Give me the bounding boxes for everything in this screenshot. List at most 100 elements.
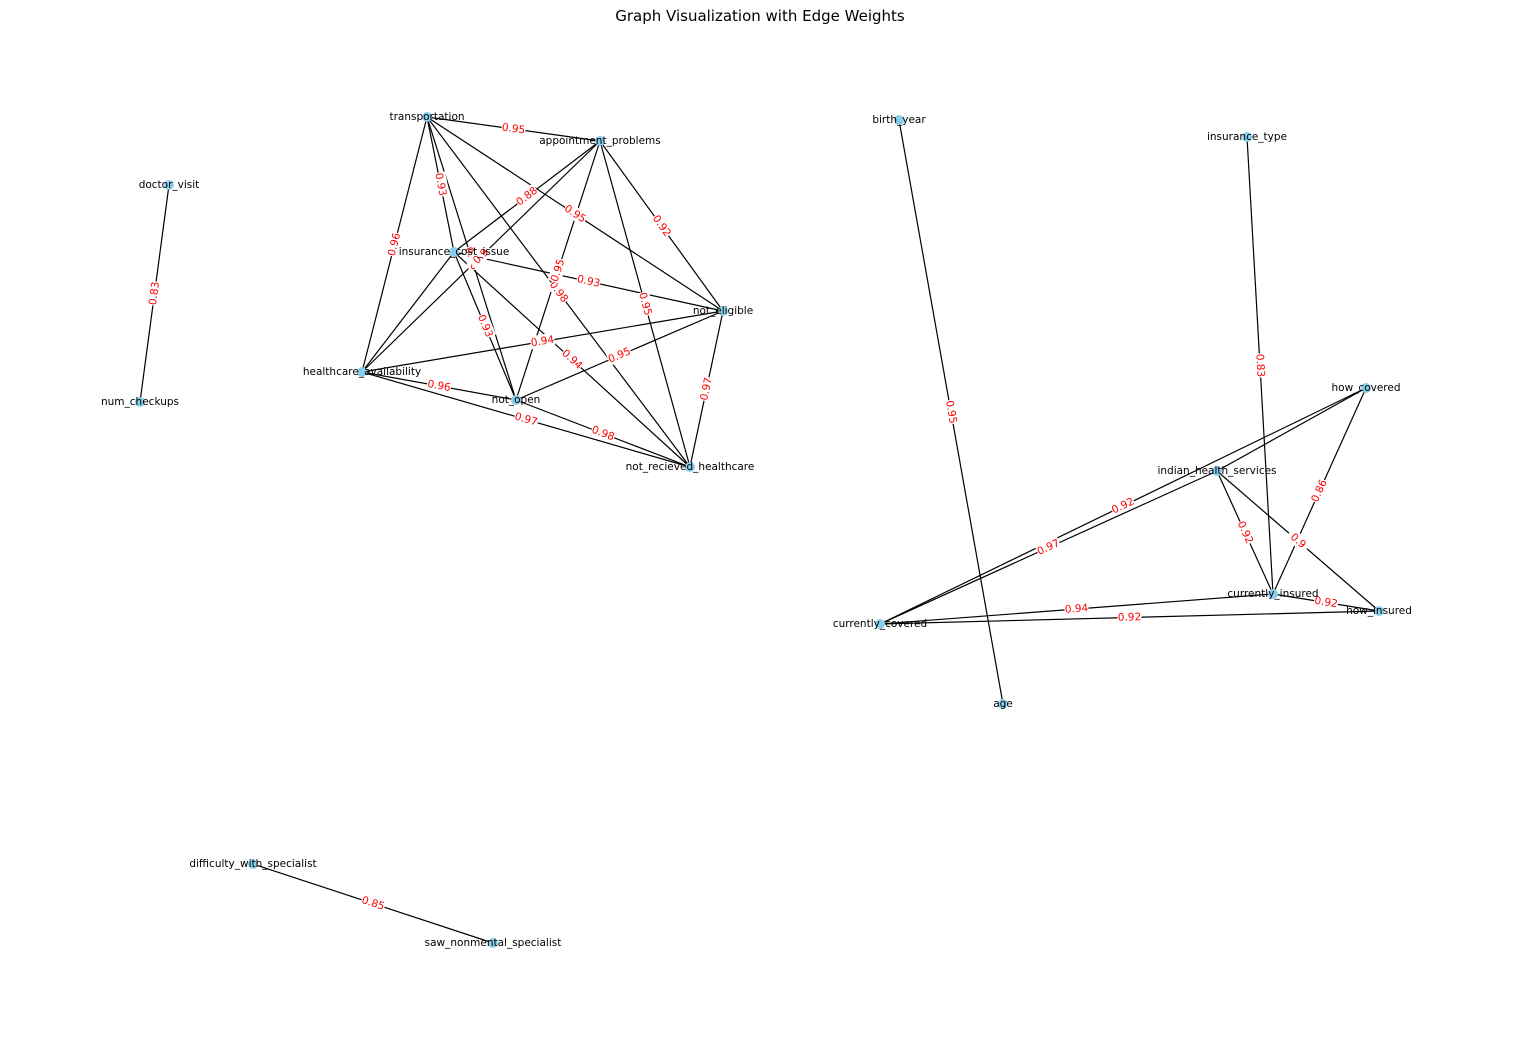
node-label-currently_insured: currently_insured <box>1227 588 1318 600</box>
edge-weight-background <box>145 280 163 307</box>
node-how_insured <box>1374 606 1384 616</box>
node-labels-layer: doctor_visit num_checkups transportation ap… <box>101 111 1412 949</box>
edge-insurance_cost_issue-healthcare_availability <box>361 251 455 373</box>
node-not_eligible <box>718 306 728 316</box>
edge-weight-appointment_problems-not_recieved_healthcare: 0.95 <box>636 290 655 318</box>
node-label-num_checkups: num_checkups <box>101 396 179 408</box>
edge-weight-background <box>1253 353 1268 378</box>
edge-weight-background <box>546 278 572 306</box>
edge-weight-background <box>605 344 633 366</box>
edge-weight-label: 0.94 <box>530 334 555 350</box>
edge-weight-background <box>547 256 568 284</box>
edge-weight-label: 0.92 <box>1118 611 1142 624</box>
edge-weight-background <box>1234 518 1257 546</box>
edge-weight-label: 0.95 <box>606 345 632 365</box>
edge-weight-currently_covered-how_insured: 0.92 <box>1117 610 1142 624</box>
node-label-age: age <box>993 698 1013 710</box>
edge-weight-not_eligible-not_open: 0.95 <box>605 344 633 366</box>
node-transportation <box>422 112 432 122</box>
edge-weight-label: 0.93 <box>475 313 495 339</box>
edge-weight-label: 0.92 <box>1235 519 1256 545</box>
edge-weight-label: 0.95 <box>501 121 526 136</box>
edge-weight-label: 0.86 <box>1309 478 1330 505</box>
edge-weight-background <box>942 398 960 425</box>
edge-weight-label: 0.95 <box>562 203 588 226</box>
edge-weight-label: 0.93 <box>576 273 601 290</box>
edge-weight-label: 0.95 <box>549 258 568 284</box>
node-indian_health_services <box>1212 466 1222 476</box>
node-label-how_insured: how_insured <box>1346 605 1412 617</box>
node-label-not_open: not_open <box>492 394 541 406</box>
node-label-insurance_cost_issue: insurance_cost_issue <box>399 246 510 258</box>
edge-weight-label: 0.95 <box>943 399 959 424</box>
node-not_open <box>511 395 521 405</box>
edge-weight-transportation-insurance_cost_issue: 0.93 <box>432 171 450 198</box>
node-label-difficulty_with_specialist: difficulty_with_specialist <box>189 858 316 870</box>
edge-weight-label: 0.92 <box>650 213 673 239</box>
edge-weight-label: 0.83 <box>147 281 162 306</box>
edge-weight-label: 0.92 <box>1314 595 1339 611</box>
edge-weight-label: 0.97 <box>698 376 715 401</box>
edge-weight-background <box>559 346 586 373</box>
edge-weight-label: 0.85 <box>360 894 386 913</box>
edge-weight-appointment_problems-not_open: 0.95 <box>547 256 568 284</box>
node-num_checkups <box>135 397 145 407</box>
edge-weight-background <box>1284 527 1312 554</box>
edge-weight-background <box>1109 494 1137 517</box>
edge-weight-transportation-healthcare_availability: 0.96 <box>384 231 404 258</box>
edge-weight-appointment_problems-insurance_cost_issue: 0.88 <box>513 183 541 209</box>
edge-weight-background <box>359 893 387 913</box>
node-not_recieved_healthcare <box>685 462 695 472</box>
edge-weight-background <box>467 243 494 270</box>
node-label-insurance_type: insurance_type <box>1207 131 1287 143</box>
edge-weight-label: 0.98 <box>590 424 616 444</box>
edge-weight-label: 0.93 <box>432 172 448 197</box>
edge-weight-insurance_cost_issue-not_eligible: 0.93 <box>575 272 602 290</box>
node-insurance_type <box>1242 132 1252 142</box>
node-currently_covered <box>875 619 885 629</box>
node-difficulty_with_specialist <box>248 859 258 869</box>
edge-weight-background <box>512 409 540 429</box>
node-label-healthcare_availability: healthcare_availability <box>303 366 421 378</box>
node-healthcare_availability <box>357 367 367 377</box>
edge-weight-background <box>649 212 675 240</box>
edge-weight-label: 0.97 <box>513 410 539 428</box>
node-label-currently_covered: currently_covered <box>833 618 927 630</box>
edge-weight-how_covered-currently_insured: 0.86 <box>1308 477 1330 505</box>
edge-weight-background <box>561 201 589 226</box>
edge-weight-not_eligible-healthcare_availability: 0.94 <box>529 332 556 350</box>
edge-weight-indian_health_services-currently_insured: 0.92 <box>1234 518 1257 546</box>
edge-how_covered-indian_health_services <box>1216 387 1367 472</box>
edge-weight-label: 0.83 <box>1253 353 1266 377</box>
edge-weight-label: 0.94 <box>1064 602 1089 616</box>
edge-weight-label: 0.96 <box>386 231 403 257</box>
node-label-saw_nonmental_specialist: saw_nonmental_specialist <box>425 937 562 949</box>
edge-weight-label: 0.96 <box>426 378 451 394</box>
edge-weight-background <box>1117 610 1142 624</box>
edge-weight-background <box>575 272 602 290</box>
node-label-not_recieved_healthcare: not_recieved_healthcare <box>626 461 755 473</box>
edge-weights-layer: 0.830.950.930.960.950.980.980.880.920.90… <box>145 120 1339 913</box>
node-label-birth_year: birth_year <box>872 114 926 126</box>
edge-weight-appointment_problems-not_eligible: 0.92 <box>649 212 675 240</box>
node-age <box>998 699 1008 709</box>
edge-weight-currently_covered-currently_insured: 0.94 <box>1064 601 1089 616</box>
node-label-not_eligible: not_eligible <box>693 305 753 317</box>
edge-weight-transportation-appointment_problems: 0.95 <box>500 120 527 137</box>
node-label-doctor_visit: doctor_visit <box>139 179 200 191</box>
node-appointment_problems <box>595 136 605 146</box>
node-doctor_visit <box>164 180 174 190</box>
edge-weight-background <box>529 332 556 350</box>
edge-weight-not_open-not_recieved_healthcare: 0.98 <box>589 422 617 444</box>
edge-weight-background <box>1064 601 1089 616</box>
node-label-indian_health_services: indian_health_services <box>1157 465 1276 477</box>
edge-weight-label: 0.97 <box>1035 537 1061 558</box>
edge-weight-background <box>384 231 404 258</box>
edge-weight-currently_insured-how_insured: 0.92 <box>1313 593 1339 611</box>
edge-weight-background <box>474 312 497 340</box>
edge-weight-doctor_visit-num_checkups: 0.83 <box>145 280 163 307</box>
edge-weight-difficulty_with_specialist-saw_nonmental_specialist: 0.85 <box>359 893 387 913</box>
edge-weight-background <box>1313 593 1339 611</box>
node-label-appointment_problems: appointment_problems <box>539 135 661 147</box>
